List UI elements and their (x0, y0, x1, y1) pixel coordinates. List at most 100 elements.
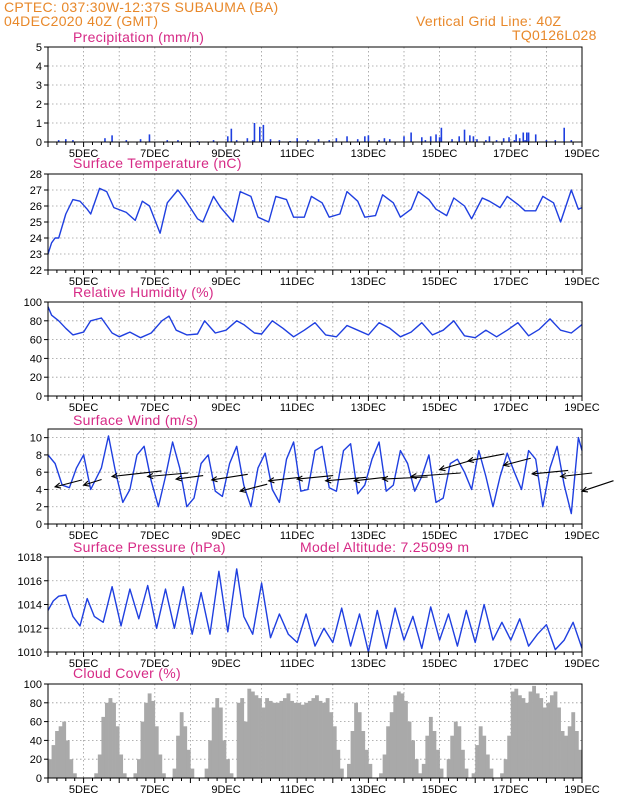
cloud-bar (247, 688, 252, 778)
cloud-bar (432, 731, 437, 778)
cloud-bar (407, 721, 412, 778)
temp-panel: 22 23 24 25 26 27 28 5DEC 7DEC 9DEC 11DEC 13DEC 15DE… (30, 169, 600, 288)
temp-xtick-label: 19DEC (564, 276, 600, 288)
cloud-bar (325, 698, 330, 778)
cloud-bar (215, 698, 220, 778)
cloud-bar (158, 754, 163, 778)
cloud-bar (557, 707, 561, 778)
precip-xtick-label: 7DEC (140, 148, 169, 160)
cloud-bar (560, 731, 565, 778)
pres-series-line (47, 568, 583, 653)
wind-arrow-head (53, 482, 62, 489)
cloud-bar (354, 702, 359, 778)
precip-bar (563, 127, 565, 142)
cloud-bar (290, 700, 294, 778)
cloud-xtick-label: 17DEC (493, 784, 529, 796)
precip-bar (212, 140, 215, 142)
precip-bar (476, 139, 478, 142)
wind-arrow-shaft (112, 470, 162, 478)
precip-ytick-label: 2 (36, 99, 42, 111)
rh-ytick-label: 20 (30, 372, 42, 384)
precip-bar (57, 140, 60, 142)
cloud-bar (94, 773, 99, 778)
cloud-bar (507, 735, 512, 778)
cloud-xtick-label: 19DEC (564, 784, 600, 796)
cloud-bar (464, 768, 469, 778)
precip-bar (262, 124, 265, 142)
cloud-bar (400, 693, 405, 778)
header-location: CPTEC: 037:30W-12:37S SUBAUMA (BA) (4, 0, 279, 15)
temp-series-line (47, 187, 583, 255)
cloud-bar (104, 702, 109, 778)
cloud-bar (489, 768, 494, 778)
precip-bar (253, 123, 256, 142)
wind-ytick-label: 10 (30, 433, 42, 445)
temp-xtick-label: 5DEC (69, 276, 98, 288)
cloud-bar (379, 773, 383, 778)
wind-arrow-head (559, 472, 567, 480)
cloud-bar (97, 754, 102, 778)
wind-xtick-label: 17DEC (493, 530, 529, 542)
temp-ytick-label: 28 (30, 169, 42, 181)
pres-ytick-label: 1018 (18, 552, 42, 564)
cloud-bar (436, 749, 440, 778)
cloud-bar (539, 698, 544, 778)
precip-bar (111, 135, 113, 142)
pres-xtick-label: 7DEC (140, 658, 169, 670)
temp-ytick-label: 23 (30, 249, 42, 261)
cloud-bar (532, 685, 537, 778)
cloud-bar (322, 702, 326, 778)
precip-bar (226, 136, 229, 142)
cloud-bar (240, 698, 245, 778)
precip-panel: 0 1 2 3 4 5 5DEC 7DEC 9DEC 11DEC 13DEC 15DEC 17DEC 19… (36, 42, 600, 160)
wind-arrow-shaft (268, 476, 301, 482)
cloud-bar (161, 773, 166, 778)
precip-bar (545, 140, 548, 142)
cloud-bar (55, 731, 59, 778)
precip-bar (488, 136, 491, 142)
precip-bar (485, 140, 487, 142)
cloud-bar (428, 716, 433, 778)
wind-arrow-shaft (240, 483, 268, 492)
precip-bar (508, 137, 510, 142)
rh-ytick-label: 80 (30, 316, 42, 328)
precip-bar (502, 138, 505, 142)
cloud-bar (500, 773, 504, 778)
cloud-bar (190, 768, 195, 778)
wind-arrow-shaft (503, 457, 531, 466)
precip-bar (65, 139, 67, 142)
rh-series-line (47, 306, 583, 339)
temp-xtick-label: 13DEC (351, 276, 387, 288)
precip-bar (296, 138, 298, 142)
cloud-bar (421, 763, 426, 778)
wind-xtick-label: 7DEC (140, 530, 169, 542)
temp-xtick-label: 7DEC (140, 276, 169, 288)
precip-ytick-label: 1 (36, 118, 42, 130)
precip-bar (383, 138, 386, 142)
precip-bar (424, 140, 427, 142)
cloud-bar (525, 702, 529, 778)
rh-xtick-label: 13DEC (351, 402, 387, 414)
pres-xtick-label: 19DEC (564, 658, 600, 670)
precip-bar (421, 137, 423, 142)
precip-bar (317, 139, 320, 142)
precip-bar (554, 140, 557, 142)
rh-frame (47, 301, 583, 397)
cloud-bar (347, 763, 351, 778)
cloud-bar (243, 721, 248, 778)
cloud-bar (411, 740, 415, 778)
precip-bar (104, 138, 106, 142)
wind-xtick-label: 5DEC (69, 530, 98, 542)
precip-xtick-label: 17DEC (493, 148, 529, 160)
cloud-bar (286, 693, 291, 778)
cloud-xtick-label: 5DEC (69, 784, 98, 796)
wind-arrow-shaft (382, 476, 428, 480)
wind-title: Surface Wind (m/s) (73, 412, 199, 428)
precip-bar (251, 140, 254, 142)
cloud-bar (329, 712, 334, 778)
rh-xtick-label: 11DEC (280, 402, 315, 414)
cloud-bar (475, 745, 480, 778)
cloud-bar (183, 726, 188, 778)
rh-xtick-label: 5DEC (69, 402, 98, 414)
